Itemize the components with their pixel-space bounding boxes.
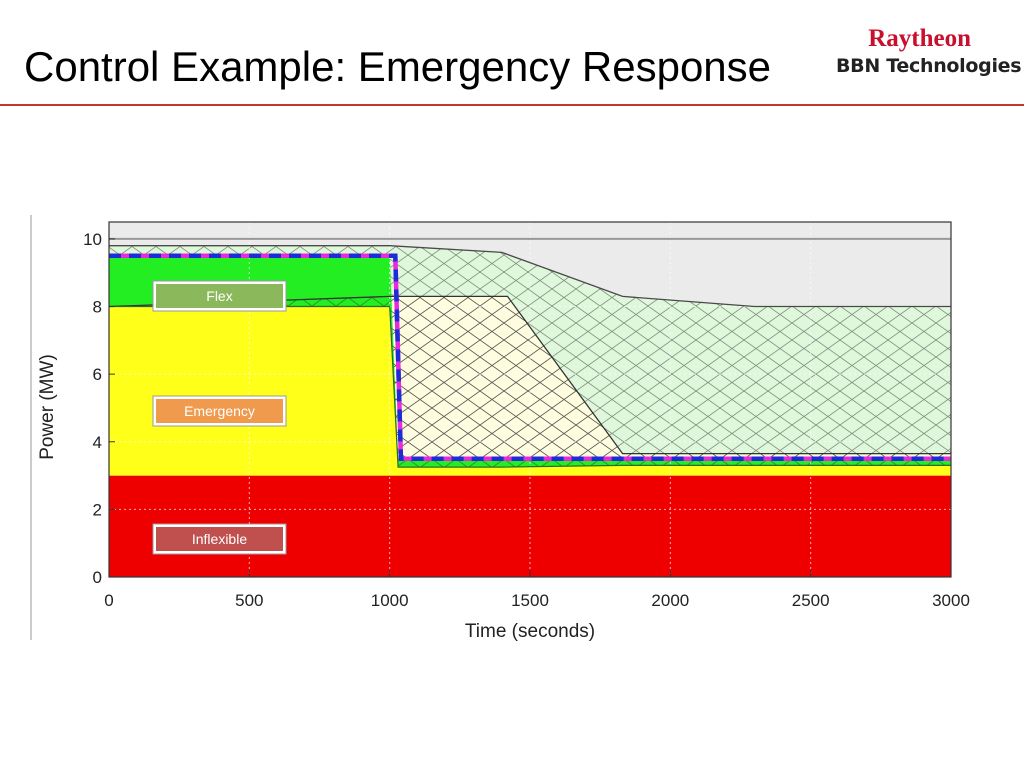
- x-tick-label: 0: [104, 591, 113, 610]
- y-axis-label: Power (MW): [37, 354, 58, 460]
- logo-line-1: Raytheon: [868, 25, 971, 52]
- legend-flex-swatch: [156, 284, 283, 308]
- x-tick-label: 3000: [932, 591, 970, 610]
- flex-area: [109, 255, 951, 468]
- raytheon-bbn-logo: Raytheon BBN Technologies: [836, 25, 1022, 82]
- emergency-area: [109, 306, 951, 476]
- legend-inflexible: Inflexible: [152, 523, 287, 555]
- legend-emergency: Emergency: [152, 395, 287, 427]
- total-power-line-dashed: [109, 253, 951, 461]
- legend-emergency-swatch: [156, 399, 283, 423]
- legend-inflexible-label: Inflexible: [192, 531, 247, 547]
- y-tick-label: 8: [93, 298, 102, 317]
- title-divider: [0, 104, 1024, 106]
- y-tick-label: 2: [93, 500, 102, 519]
- legend-emergency-label: Emergency: [184, 403, 255, 419]
- flex-cap-line: [109, 245, 951, 308]
- y-tick-label: 10: [83, 230, 102, 249]
- x-tick-label: 1500: [511, 591, 549, 610]
- y-tick-label: 6: [93, 365, 102, 384]
- y-tick-label: 0: [93, 568, 102, 587]
- logo-line-2: BBN Technologies: [836, 55, 1022, 77]
- inflexible-area: [109, 475, 951, 577]
- x-tick-label: 2500: [792, 591, 830, 610]
- legend-flex: Flex: [152, 280, 287, 312]
- x-tick-label: 500: [235, 591, 263, 610]
- y-tick-label: 4: [93, 433, 102, 452]
- slide-title: Control Example: Emergency Response: [24, 43, 772, 90]
- x-tick-label: 2000: [651, 591, 689, 610]
- x-tick-label: 1000: [371, 591, 409, 610]
- emergency-cap-line: [108, 295, 951, 455]
- emergency-top-line: [109, 305, 951, 468]
- legend-inflexible-swatch: [156, 527, 283, 551]
- legend-flex-label: Flex: [206, 288, 232, 304]
- x-axis-label: Time (seconds): [465, 621, 595, 642]
